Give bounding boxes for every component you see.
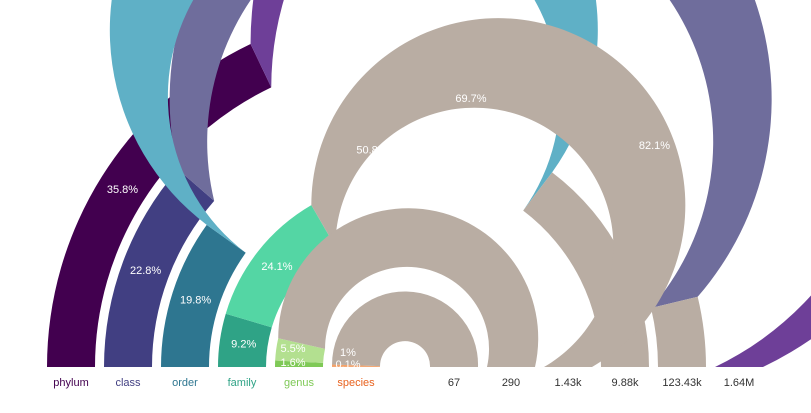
total-label-family: 1.43k [555, 377, 582, 389]
segment-label-order-2: 50.8% [356, 144, 387, 156]
segment-label-family-1: 9.2% [231, 339, 256, 351]
category-labels: phylum class order family genus species [53, 377, 375, 389]
ring-genus-segment-1 [275, 360, 324, 367]
segment-label-family-2: 24.1% [261, 261, 292, 273]
segment-label-order-1: 19.8% [180, 295, 211, 307]
segment-labels: 35.8% 82.1% 22.8% 69.7% 19.8% 50.8% 9.2% 24.1% 1… [107, 93, 670, 371]
segment-label-class-2: 69.7% [455, 93, 486, 105]
ring-species-segment-remainder [332, 291, 479, 367]
category-label-phylum: phylum [53, 377, 88, 389]
segment-label-species-1: 0.1% [335, 359, 360, 371]
segment-label-phylum-2: 82.1% [639, 140, 670, 152]
total-label-phylum: 1.64M [724, 377, 755, 389]
category-label-genus: genus [284, 377, 314, 389]
ring-order-segment-1 [161, 224, 246, 367]
total-label-species: 67 [448, 377, 460, 389]
segment-label-phylum-1: 35.8% [107, 184, 138, 196]
total-label-order: 9.88k [612, 377, 639, 389]
ring-family-segment-1 [218, 313, 272, 367]
segment-label-class-1: 22.8% [130, 265, 161, 277]
ring-class-segment-2 [169, 0, 772, 308]
ring-phylum-segment-1 [47, 44, 272, 367]
ring-totals: 1.64M 123.43k 9.88k 1.43k 290 67 [448, 377, 754, 389]
segment-label-genus-2: 5.5% [280, 343, 305, 355]
ring-species-segment-2 [332, 364, 381, 367]
ring-family-segment-2 [225, 205, 336, 328]
category-label-family: family [228, 377, 257, 389]
ring-arcs [47, 0, 811, 367]
category-label-species: species [337, 377, 375, 389]
total-label-class: 123.43k [662, 377, 702, 389]
total-label-genus: 290 [502, 377, 520, 389]
ring-class-segment-remainder [651, 296, 706, 367]
ring-genus-segment-remainder [278, 208, 539, 367]
ring-genus-segment-2 [275, 338, 326, 363]
category-label-order: order [172, 377, 198, 389]
category-label-class: class [115, 377, 141, 389]
ring-class-segment-1 [104, 169, 215, 367]
segment-label-genus-1: 1.6% [280, 357, 305, 369]
segment-label-species-2: 1% [340, 347, 356, 359]
ring-family-segment-remainder [311, 18, 686, 367]
